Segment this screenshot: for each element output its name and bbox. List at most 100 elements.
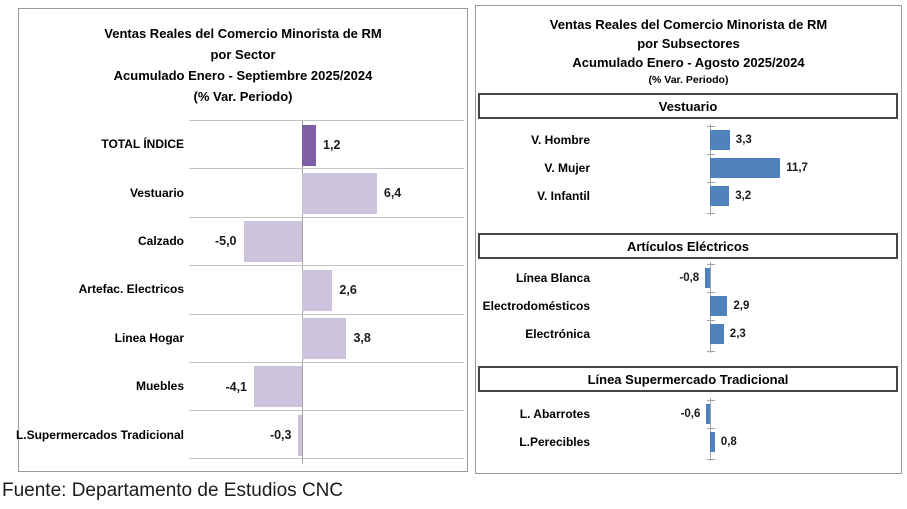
category-row: L.Supermercados Tradicional -0,3	[15, 410, 464, 459]
value-label: 2,3	[729, 328, 746, 340]
value-label: -0,3	[269, 427, 292, 442]
axis-tick	[707, 459, 715, 460]
bar	[298, 414, 302, 456]
value-label: 3,8	[353, 331, 371, 346]
category-label: TOTAL ÍNDICE	[101, 137, 184, 152]
category-label: Calzado	[137, 233, 184, 248]
category-label: L. Abarrotes	[519, 407, 590, 421]
axis-tick	[707, 154, 715, 155]
category-row: L.Perecibles 0,8	[478, 428, 898, 456]
plot-cell: 0,8	[590, 428, 898, 456]
left-title-line: por Sector	[210, 47, 276, 62]
category-label: Linea Hogar	[114, 330, 184, 345]
category-label: V. Hombre	[531, 133, 590, 147]
axis-tick	[707, 182, 715, 183]
value-label: 3,3	[735, 134, 752, 146]
axis-tick	[707, 264, 715, 265]
axis-tick	[707, 400, 715, 401]
bar	[710, 296, 728, 316]
category-row: V. Infantil 3,2	[478, 182, 898, 210]
value-label: 2,9	[733, 300, 750, 312]
right-title-line: por Subsectores	[637, 36, 740, 51]
category-row: TOTAL ÍNDICE 1,2	[19, 120, 464, 168]
plot-cell: -4,1	[189, 361, 464, 410]
plot-cell: 2,6	[189, 265, 464, 313]
category-row: Electrodomésticos 2,9	[478, 292, 898, 320]
plot-cell: 1,2	[189, 120, 464, 168]
category-label: Muebles	[135, 379, 184, 394]
plot-cell: -0,3	[189, 410, 464, 459]
category-label: Vestuario	[129, 185, 184, 200]
plot-cell: 3,8	[189, 313, 464, 362]
axis-tick	[707, 428, 715, 429]
bar	[710, 130, 730, 150]
section-header: Artículos Eléctricos	[478, 233, 898, 259]
value-label: 1,2	[323, 137, 341, 152]
category-label: Electrónica	[525, 327, 590, 341]
section-rows: Línea Blanca -0,8 Electrodomésticos 2,9 Elec…	[478, 262, 898, 353]
category-row: Electrónica 2,3	[478, 320, 898, 348]
category-row: Artefac. Electricos 2,6	[19, 265, 464, 313]
bar	[710, 186, 730, 206]
value-label: -4,1	[225, 379, 248, 394]
left-title-line: Acumulado Enero - Septiembre 2025/2024	[113, 68, 373, 83]
category-label: L.Supermercados Tradicional	[15, 427, 184, 442]
value-label: -0,8	[679, 272, 700, 284]
right-chart-title: Ventas Reales del Comercio Minorista de …	[476, 15, 901, 72]
value-label: 11,7	[786, 162, 808, 174]
category-row: V. Hombre 3,3	[478, 126, 898, 154]
plot-cell: -5,0	[189, 216, 464, 265]
right-title-line: Ventas Reales del Comercio Minorista de …	[549, 17, 828, 32]
axis-tick	[707, 213, 715, 214]
category-label: Línea Blanca	[515, 271, 590, 285]
bar	[710, 432, 715, 452]
left-chart-title: Ventas Reales del Comercio Minorista de …	[19, 23, 467, 107]
value-label: -0,6	[680, 408, 701, 420]
bar	[243, 221, 302, 263]
value-label: 0,8	[720, 436, 737, 448]
axis-tick	[707, 292, 715, 293]
bar	[302, 269, 333, 311]
value-label: 2,6	[339, 282, 357, 297]
section-rows: L. Abarrotes -0,6 L.Perecibles 0,8	[478, 398, 898, 461]
right-chart-panel: Ventas Reales del Comercio Minorista de …	[475, 5, 902, 474]
value-label: 6,4	[383, 186, 402, 201]
section-header-label: Línea Supermercado Tradicional	[587, 371, 789, 387]
plot-cell: 3,2	[590, 182, 898, 210]
bar	[710, 158, 781, 178]
plot-cell: 6,4	[189, 168, 464, 216]
bar	[302, 172, 377, 214]
category-row: Vestuario 6,4	[19, 168, 464, 216]
category-label: Electrodomésticos	[482, 299, 590, 313]
category-row: L. Abarrotes -0,6	[478, 400, 898, 428]
category-row: Muebles -4,1	[19, 361, 464, 410]
category-row: Línea Blanca -0,8	[478, 264, 898, 292]
value-label: -5,0	[214, 234, 237, 249]
category-row: V. Mujer 11,7	[478, 154, 898, 182]
axis-tick	[707, 126, 715, 127]
section-header-label: Vestuario	[658, 98, 718, 114]
left-chart-panel: Ventas Reales del Comercio Minorista de …	[15, 8, 468, 472]
plot-cell: -0,8	[590, 264, 898, 292]
right-chart-subtitle: (% Var. Periodo)	[648, 74, 729, 86]
section-zero-axis	[710, 398, 711, 461]
right-title-line: Acumulado Enero - Agosto 2025/2024	[572, 55, 805, 70]
bar	[302, 318, 347, 360]
source-note: Fuente: Departamento de Estudios CNC	[2, 480, 344, 501]
bar	[254, 366, 302, 408]
plot-cell: 2,3	[590, 320, 898, 348]
plot-cell: -0,6	[590, 400, 898, 428]
axis-tick	[707, 351, 715, 352]
plot-cell: 11,7	[590, 154, 898, 182]
bar	[705, 268, 710, 288]
category-label: V. Mujer	[544, 161, 590, 175]
section-header: Vestuario	[478, 93, 898, 119]
bar	[706, 404, 710, 424]
category-row: Linea Hogar 3,8	[19, 313, 464, 362]
axis-tick	[707, 320, 715, 321]
bar	[302, 124, 317, 166]
section-header: Línea Supermercado Tradicional	[478, 366, 898, 392]
category-row: Calzado -5,0	[19, 216, 464, 265]
category-label: V. Infantil	[537, 189, 590, 203]
section-header-label: Artículos Eléctricos	[626, 238, 750, 254]
